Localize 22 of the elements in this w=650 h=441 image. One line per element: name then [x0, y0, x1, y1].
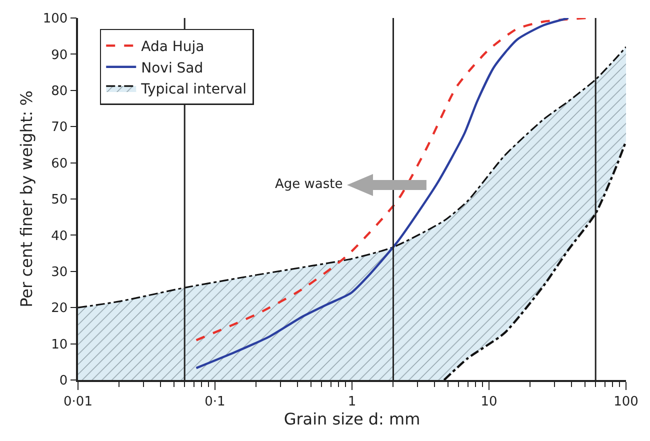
x-tick-label: 1 [348, 394, 356, 410]
y-tick-label: 50 [51, 192, 68, 208]
legend-label: Typical interval [140, 82, 247, 98]
y-tick-label: 40 [51, 228, 68, 244]
y-tick-label: 70 [51, 120, 68, 136]
y-tick-label: 30 [51, 264, 68, 280]
x-tick-label: 0·01 [64, 394, 92, 410]
annotation: Age waste [275, 177, 343, 192]
y-tick-label: 10 [51, 337, 68, 352]
x-tick-label: 0·1 [204, 394, 226, 410]
y-tick-label: 20 [51, 301, 68, 316]
y-tick-label: 0 [59, 374, 68, 389]
y-tick-label: 90 [51, 48, 68, 63]
y-tick-label: 80 [51, 84, 68, 99]
legend-label: Novi Sad [141, 60, 204, 76]
y-tick-label: 60 [51, 156, 68, 172]
x-tick-label: 100 [614, 394, 638, 410]
y-tick-label: 100 [42, 12, 68, 27]
x-tick-label: 10 [480, 394, 498, 410]
y-axis-title: Per cent finer by weight: % [17, 90, 36, 308]
x-axis-title: Grain size d: mm [284, 409, 420, 428]
legend-label: Ada Huja [141, 39, 204, 56]
